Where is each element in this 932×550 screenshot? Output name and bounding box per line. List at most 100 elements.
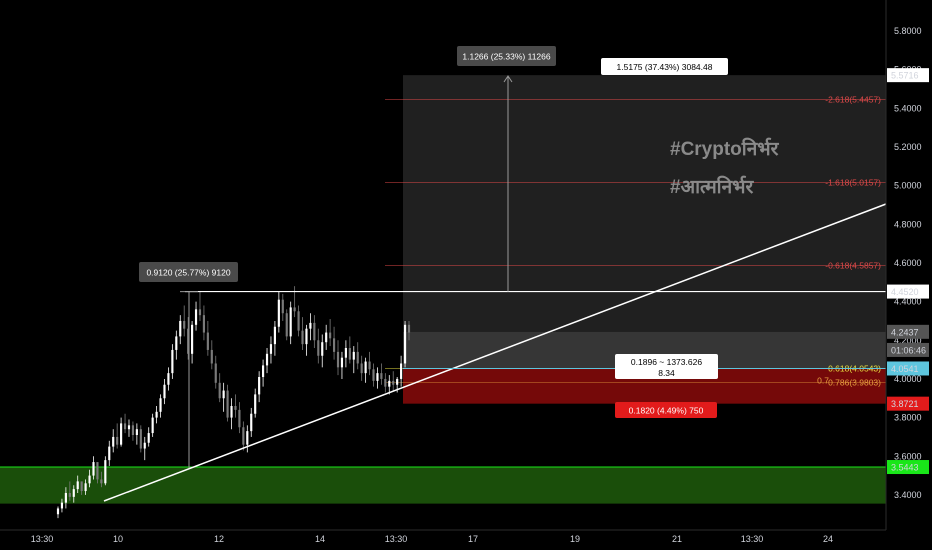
- candle-body: [202, 315, 206, 333]
- time-tick-label: 14: [315, 534, 325, 544]
- candle-body: [403, 324, 407, 364]
- candle-body: [127, 425, 131, 430]
- candle-body: [163, 384, 166, 399]
- candle-body: [222, 390, 225, 399]
- price-tick-label: 3.6000: [894, 451, 922, 461]
- risk-measure-text: 0.1820 (4.49%) 750: [629, 406, 704, 416]
- candle-body: [72, 489, 75, 497]
- candle-body: [344, 348, 347, 358]
- candle-body: [68, 492, 71, 497]
- ratio-tag: 0.1896 ~ 1373.626 8.34: [615, 354, 718, 379]
- time-tick-label: 13:30: [741, 534, 764, 544]
- candle-body: [112, 436, 115, 447]
- candle-body: [143, 442, 146, 449]
- candle-body: [175, 336, 178, 350]
- candle-body: [360, 363, 363, 374]
- price-tick-label: 4.8000: [894, 219, 922, 229]
- candle-body: [368, 361, 371, 370]
- price-tick-label: 3.4000: [894, 490, 922, 500]
- candle-body: [139, 429, 142, 449]
- candle-body: [293, 307, 296, 312]
- candle-body: [214, 363, 217, 383]
- candle-body: [246, 431, 249, 445]
- candle-body: [258, 377, 261, 395]
- candle-body: [116, 436, 119, 445]
- candle-body: [277, 299, 280, 327]
- price-label-4-0541-bg: [887, 361, 929, 376]
- candle-body: [301, 330, 304, 345]
- candle-body: [167, 373, 170, 385]
- candle-body: [273, 326, 276, 345]
- candle-body: [380, 373, 383, 379]
- candle-body: [321, 342, 324, 356]
- price-tick-label: 4.6000: [894, 258, 922, 268]
- price-label-4-0541: 4.0541: [891, 364, 919, 374]
- candle-body: [76, 481, 79, 490]
- candle-body: [64, 492, 67, 503]
- candle-body: [352, 351, 355, 360]
- ratio-line-1: 0.1896 ~ 1373.626: [631, 357, 702, 367]
- candle-body: [100, 479, 103, 484]
- candle-body: [179, 320, 182, 337]
- price-label-3-5443: 3.5443: [891, 463, 919, 473]
- price-label-5-5716: 5.5716: [891, 71, 919, 81]
- candle-body: [238, 409, 241, 428]
- candle-body: [108, 446, 111, 461]
- projection-measure-tag: 1.1266 (25.33%) 11266: [457, 46, 556, 66]
- pole-measure-tag: 0.9120 (25.77%) 9120: [139, 262, 238, 282]
- candle-body: [265, 353, 269, 366]
- candle-body: [88, 475, 91, 484]
- pole-measure-text: 0.9120 (25.77%) 9120: [146, 268, 230, 278]
- time-tick-label: 24: [823, 534, 833, 544]
- watermark-line-2: #आत्मनिर्भर: [670, 175, 755, 198]
- time-axis[interactable]: 13:30 10 12 14 13:30 17 19 21 13:30 24: [31, 534, 833, 544]
- candle-body: [384, 378, 387, 387]
- price-tick-label: 5.8000: [894, 26, 922, 36]
- candle-body: [218, 382, 221, 399]
- ascending-trendline[interactable]: [103, 203, 887, 502]
- price-label-3-8721: 3.8721: [891, 399, 919, 409]
- candle-body: [305, 328, 308, 345]
- projection-arrow-icon: [503, 75, 513, 83]
- price-label-countdown-bg: [887, 342, 929, 357]
- candle-body: [281, 299, 284, 314]
- candle-body: [198, 309, 202, 316]
- target-measure-text: 1.5175 (37.43%) 3084.48: [617, 62, 713, 72]
- candle-body: [206, 332, 209, 350]
- candle-body: [313, 322, 316, 341]
- candle-body: [254, 394, 257, 414]
- time-tick-label: 12: [214, 534, 224, 544]
- candle-body: [135, 429, 138, 435]
- target-measure-tag: 1.5175 (37.43%) 3084.48: [601, 58, 728, 75]
- price-tick-label: 5.4000: [894, 103, 922, 113]
- candle-body: [171, 349, 174, 374]
- candle-body: [80, 481, 83, 492]
- price-tick-label: 4.0000: [894, 374, 922, 384]
- candle-body: [104, 460, 107, 484]
- watermark-line-1: #Cryptoनिर्भर: [670, 137, 780, 160]
- candle-body: [147, 433, 150, 443]
- candle-body: [226, 390, 229, 418]
- price-axis-tags: 5.5716 4.4520 4.2437 01:06:46 4.0541 3.8721 3.…: [887, 68, 929, 475]
- candle-body: [309, 322, 312, 329]
- candle-body: [356, 351, 359, 364]
- candle-body: [285, 313, 288, 337]
- time-tick-label: 19: [570, 534, 580, 544]
- candle-body: [261, 365, 265, 378]
- projection-measure-text: 1.1266 (25.33%) 11266: [462, 52, 550, 62]
- candle-body: [234, 406, 237, 410]
- price-label-4-4520-bg: [887, 284, 929, 299]
- candle-body: [297, 311, 300, 331]
- fib-level-label: -0.618(4.5857): [825, 261, 881, 271]
- candle-body: [332, 338, 336, 352]
- candle-body: [187, 328, 190, 354]
- candle-body: [329, 332, 332, 339]
- candle-body: [325, 332, 328, 343]
- fib-level-label: -2.618(5.4457): [825, 94, 881, 104]
- candle-body: [388, 380, 391, 387]
- candle-body: [372, 369, 375, 381]
- time-tick-label: 17: [468, 534, 478, 544]
- candle-body: [84, 483, 87, 492]
- candle-body: [348, 348, 351, 360]
